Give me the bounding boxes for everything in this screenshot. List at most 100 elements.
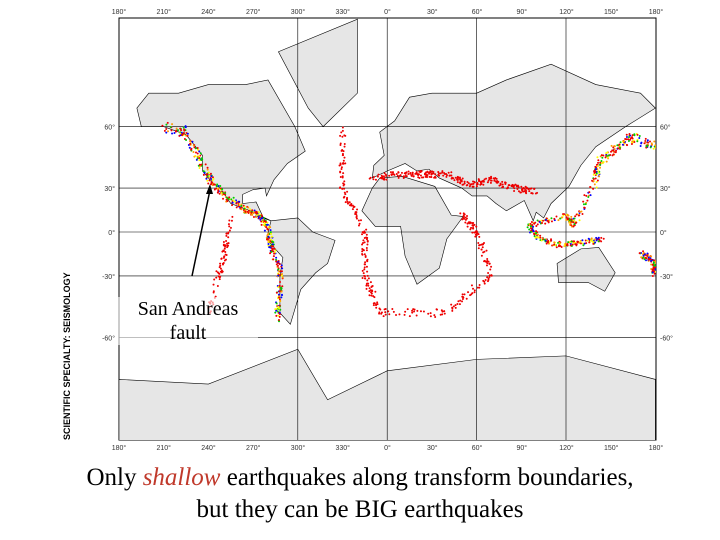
quake-dot [412, 175, 415, 178]
quake-dot [398, 313, 401, 316]
quake-dot [274, 308, 277, 311]
quake-dot [280, 290, 283, 293]
quake-dot [409, 172, 412, 175]
quake-dot [339, 162, 342, 165]
quake-dot [612, 153, 615, 156]
quake-dot [339, 175, 342, 178]
map: 180° 180° 210° 210° 240° 240° 270° 270° 300° 300°… [62, 8, 673, 452]
quake-dot [596, 156, 599, 159]
quake-dot [461, 218, 464, 221]
quake-dot [179, 134, 182, 137]
quake-dot [176, 129, 179, 132]
quake-dot [464, 218, 467, 221]
quake-dot [578, 214, 581, 217]
quake-dot [595, 186, 598, 189]
quake-dot [461, 295, 464, 298]
quake-dot [250, 211, 253, 214]
quake-dot [229, 226, 232, 229]
quake-dot [429, 312, 432, 315]
quake-dot [485, 177, 488, 180]
quake-dot [269, 238, 272, 241]
quake-dot [376, 175, 379, 178]
quake-dot [470, 226, 473, 229]
quake-dot [195, 151, 198, 154]
quake-dot [271, 243, 274, 246]
quake-dot [368, 287, 371, 290]
quake-dot [579, 242, 582, 245]
lat-label: -30° [660, 273, 673, 281]
quake-dot [275, 314, 278, 317]
quake-dot [463, 293, 466, 296]
quake-dot [467, 291, 470, 294]
quake-dot [526, 226, 529, 229]
quake-dot [606, 155, 609, 158]
quake-dot [488, 262, 491, 265]
quake-dot [649, 146, 652, 149]
quake-dot [496, 180, 499, 183]
quake-dot [396, 174, 399, 177]
quake-dot [369, 281, 372, 284]
quake-dot [271, 240, 274, 243]
arrowhead [206, 184, 213, 194]
quake-dot [471, 292, 474, 295]
quake-dot [513, 190, 516, 193]
lon-label: 0° [384, 8, 391, 16]
quake-dot [533, 235, 536, 238]
quake-dot [473, 289, 476, 292]
quake-dot [208, 179, 211, 182]
quake-dot [234, 200, 237, 203]
quake-dot [483, 282, 486, 285]
quake-dot [419, 169, 422, 172]
quake-dot [483, 178, 486, 181]
quake-dot [643, 142, 646, 145]
quake-dot [490, 274, 493, 277]
quake-dot [541, 236, 544, 239]
lat-label: -30° [102, 273, 115, 281]
quake-dot [374, 178, 377, 181]
quake-dot [170, 129, 173, 132]
quake-dot [451, 309, 454, 312]
quake-dot [365, 287, 368, 290]
quake-dot [653, 140, 656, 143]
quake-dot [235, 206, 238, 209]
quake-dot [487, 179, 490, 182]
quake-dot [463, 180, 466, 183]
quake-dot [223, 259, 226, 262]
quake-dot [364, 255, 367, 258]
quake-dot [206, 179, 209, 182]
quake-dot [472, 224, 475, 227]
quake-dot [205, 173, 208, 176]
quake-dot [624, 138, 627, 141]
lat-label: 0° [108, 229, 115, 237]
quake-dot [370, 292, 373, 295]
quake-dot [275, 263, 278, 266]
quake-dot [379, 176, 382, 179]
quake-dot [341, 126, 344, 129]
quake-dot [355, 214, 358, 217]
quake-dot [257, 211, 260, 214]
quake-dot [520, 185, 523, 188]
quake-dot [210, 175, 213, 178]
quake-dot [461, 300, 464, 303]
lon-label: 60° [472, 8, 483, 16]
quake-dot [279, 270, 282, 273]
quake-dot [553, 243, 556, 246]
quake-dot [592, 177, 595, 180]
quake-dot [357, 224, 360, 227]
quake-dot [357, 219, 360, 222]
lon-label: 330° [336, 8, 351, 16]
quake-dot [456, 181, 459, 184]
quake-dot [593, 171, 596, 174]
quake-dot [243, 207, 246, 210]
quake-dot [483, 280, 486, 283]
quake-dot [478, 283, 481, 286]
coordinate-labels: 180° 180° 210° 210° 240° 240° 270° 270° 300° 300°… [102, 8, 673, 452]
quake-dot [643, 258, 646, 261]
quake-dot [427, 171, 430, 174]
quake-dot [179, 132, 182, 135]
quake-dot [371, 289, 374, 292]
quake-dot [458, 176, 461, 179]
quake-dot [362, 231, 365, 234]
quake-dot [475, 230, 478, 233]
quake-dot [427, 312, 430, 315]
